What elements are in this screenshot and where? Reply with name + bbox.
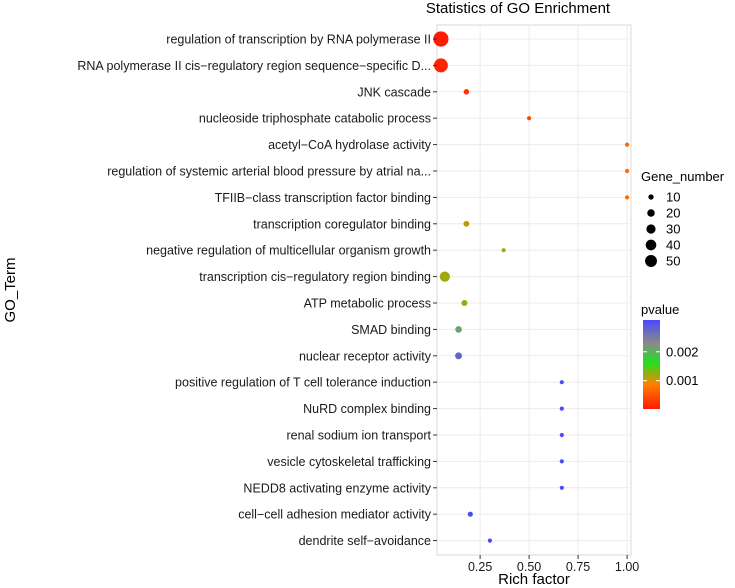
- size-legend-label: 50: [666, 254, 680, 269]
- size-legend-label: 20: [666, 206, 680, 221]
- data-point: [439, 271, 450, 282]
- color-legend-label: 0.002: [666, 344, 699, 359]
- x-axis-ticks: 0.25 0.50 0.75 1.00: [468, 555, 639, 574]
- panel-background: [436, 24, 632, 556]
- y-axis-labels: regulation of transcription by RNA polym…: [77, 33, 437, 548]
- data-point: [624, 195, 630, 200]
- data-point: [433, 31, 449, 47]
- y-tick-label: positive regulation of T cell tolerance …: [175, 376, 431, 390]
- color-legend-bar: [643, 320, 660, 409]
- color-legend-label: 0.001: [666, 373, 699, 388]
- y-tick-label: cell−cell adhesion mediator activity: [238, 508, 432, 522]
- y-tick-label: regulation of systemic arterial blood pr…: [107, 165, 431, 179]
- y-tick-label: nucleoside triphosphate catabolic proces…: [199, 112, 431, 126]
- y-tick-label: dendrite self−avoidance: [299, 534, 431, 548]
- x-tick-label: 1.00: [615, 560, 639, 574]
- y-tick-label: transcription coregulator binding: [253, 217, 431, 231]
- plot-panel: [433, 24, 632, 556]
- data-point: [455, 352, 463, 360]
- data-point: [624, 142, 630, 147]
- data-point: [559, 432, 564, 438]
- y-tick-label: vesicle cytoskeletal trafficking: [267, 455, 431, 469]
- size-legend-dot: [645, 239, 657, 251]
- data-point: [467, 511, 473, 517]
- data-point: [559, 406, 564, 411]
- y-tick-label: JNK cascade: [357, 85, 431, 99]
- data-point: [559, 380, 564, 385]
- size-legend-title: Gene_number: [641, 169, 725, 184]
- data-point: [487, 538, 493, 543]
- y-tick-label: RNA polymerase II cis−regulatory region …: [77, 59, 431, 73]
- x-tick-label: 0.50: [517, 560, 541, 574]
- y-tick-label: negative regulation of multicellular org…: [146, 244, 431, 258]
- data-point: [433, 58, 448, 73]
- data-point: [501, 248, 506, 253]
- y-tick-label: NuRD complex binding: [303, 402, 431, 416]
- size-legend-dot: [645, 255, 657, 267]
- y-tick-label: TFIIB−class transcription factor binding: [215, 191, 431, 205]
- chart-title: Statistics of GO Enrichment: [426, 0, 611, 17]
- x-axis-title: Rich factor: [498, 571, 570, 588]
- data-point: [624, 168, 630, 174]
- x-tick-label: 0.25: [468, 560, 492, 574]
- y-tick-label: nuclear receptor activity: [299, 349, 432, 363]
- data-point: [527, 116, 532, 121]
- size-legend-label: 10: [666, 190, 680, 205]
- color-legend: pvalue 0.002 0.001: [641, 302, 699, 409]
- data-point: [455, 326, 462, 333]
- size-legend-label: 40: [666, 238, 680, 253]
- data-point: [559, 485, 564, 490]
- y-tick-label: SMAD binding: [351, 323, 431, 337]
- data-point: [463, 89, 470, 95]
- y-tick-label: NEDD8 activating enzyme activity: [243, 481, 431, 495]
- y-tick-label: acetyl−CoA hydrolase activity: [268, 138, 432, 152]
- y-tick-label: ATP metabolic process: [304, 297, 431, 311]
- size-legend-label: 30: [666, 222, 680, 237]
- size-legend-dot: [647, 209, 655, 217]
- y-tick-label: renal sodium ion transport: [286, 429, 431, 443]
- size-legend-dot: [646, 224, 656, 234]
- data-point: [463, 220, 470, 227]
- grid-lines: [437, 25, 631, 555]
- y-tick-label: regulation of transcription by RNA polym…: [166, 33, 431, 47]
- y-axis-title: GO_Term: [2, 257, 19, 322]
- x-tick-label: 0.75: [566, 560, 590, 574]
- data-points: [433, 31, 630, 543]
- color-legend-ticks: 0.002 0.001: [643, 344, 699, 388]
- data-point: [559, 459, 564, 464]
- color-legend-title: pvalue: [641, 302, 679, 317]
- y-tick-label: transcription cis−regulatory region bind…: [199, 270, 431, 284]
- size-legend-dot: [648, 194, 654, 200]
- data-point: [461, 300, 468, 306]
